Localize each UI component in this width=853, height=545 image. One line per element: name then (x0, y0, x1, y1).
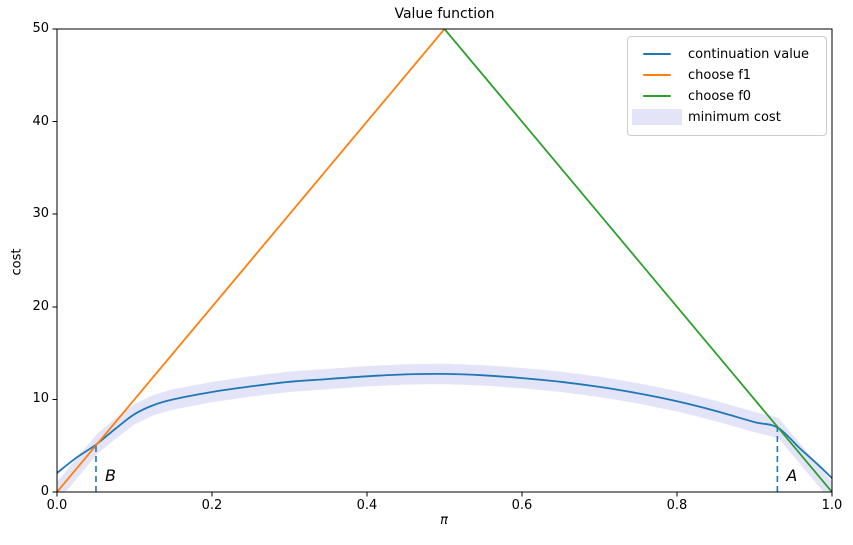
legend-line-swatch (632, 94, 682, 98)
legend-line-swatch (632, 73, 682, 77)
legend-label: choose f1 (688, 67, 752, 83)
y-axis-label: cost (9, 248, 25, 276)
series-continuation-value (57, 372, 832, 479)
x-tick-label: 0.6 (511, 498, 533, 513)
x-tick-label: 0.0 (46, 498, 68, 513)
legend-item-choose-f1: choose f1 (632, 65, 818, 85)
y-tick-label: 40 (32, 113, 49, 129)
y-tick-label: 30 (32, 206, 49, 222)
axes-frame (56, 28, 833, 493)
x-axis-label: π (440, 513, 448, 528)
y-tick-label: 0 (40, 484, 49, 499)
legend-line-swatch (632, 52, 682, 56)
y-tick-label: 50 (32, 21, 49, 36)
series-choose-f0 (443, 29, 832, 492)
legend-label: minimum cost (688, 109, 781, 125)
series-choose-f1 (57, 29, 446, 492)
legend-item-choose-f0: choose f0 (632, 86, 818, 106)
legend: continuation value choose f1 choose f0 m… (627, 36, 827, 136)
legend-label: continuation value (688, 46, 810, 62)
threshold-label-A: A (786, 466, 798, 485)
minimum-cost-band (57, 363, 832, 492)
threshold-label-B: B (104, 466, 116, 485)
legend-item-minimum-cost: minimum cost (632, 107, 818, 127)
legend-item-continuation-value: continuation value (632, 44, 818, 64)
x-tick-label: 0.2 (201, 498, 223, 513)
y-tick-label: 10 (32, 391, 49, 407)
chart-title: Value function (394, 6, 495, 22)
legend-patch-swatch (632, 109, 682, 125)
legend-label: choose f0 (688, 88, 752, 104)
x-tick-label: 0.8 (666, 498, 688, 513)
y-tick-label: 20 (32, 298, 49, 314)
x-tick-label: 0.4 (356, 498, 378, 513)
x-tick-label: 1.0 (821, 498, 843, 513)
